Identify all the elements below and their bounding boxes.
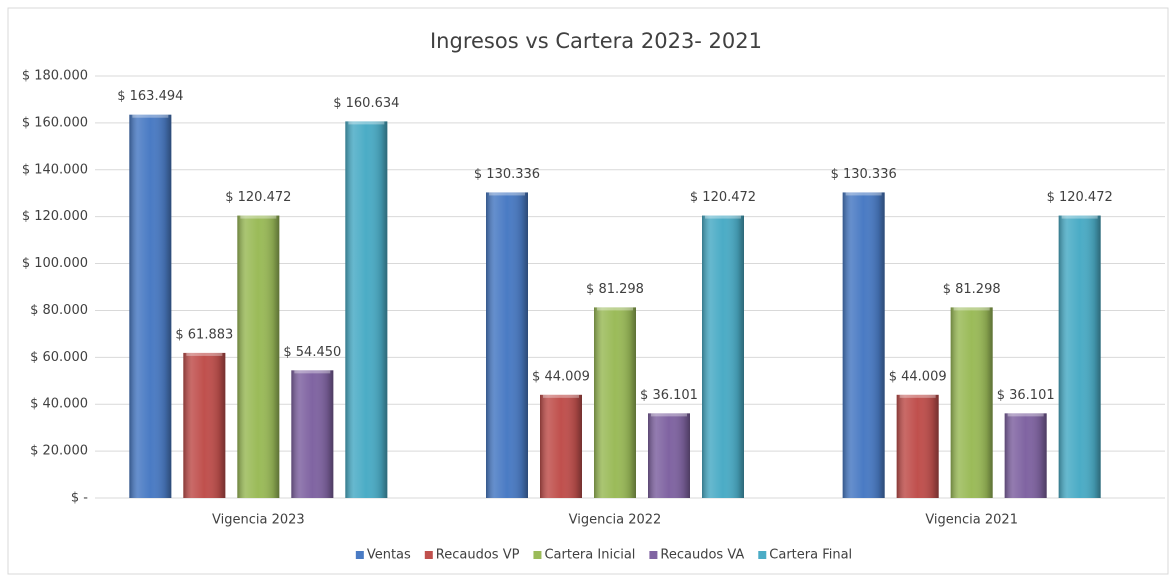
bar — [842, 192, 885, 498]
y-tick-label: $ 180.000 — [22, 69, 88, 84]
bar — [1004, 413, 1047, 498]
bar — [1058, 215, 1101, 498]
bar — [183, 352, 226, 498]
y-tick-label: $ 120.000 — [22, 209, 88, 224]
y-tick-label: $ 160.000 — [22, 115, 88, 130]
data-label: $ 120.472 — [225, 190, 291, 205]
chart-title: Ingresos vs Cartera 2023- 2021 — [430, 29, 762, 53]
data-label: $ 44.009 — [889, 369, 947, 384]
y-tick-label: $ - — [71, 491, 88, 506]
data-label: $ 61.883 — [175, 327, 233, 342]
data-label: $ 130.336 — [474, 167, 540, 182]
data-label: $ 163.494 — [117, 89, 183, 104]
y-tick-label: $ 80.000 — [30, 303, 88, 318]
legend-swatch — [424, 551, 433, 559]
bar — [648, 413, 690, 498]
bar — [896, 394, 939, 498]
legend-swatch — [533, 551, 542, 559]
data-label: $ 54.450 — [283, 345, 341, 360]
bar — [702, 215, 744, 498]
y-tick-label: $ 140.000 — [22, 162, 88, 177]
bar — [345, 121, 388, 498]
data-label: $ 36.101 — [640, 388, 698, 403]
data-label: $ 130.336 — [831, 167, 897, 182]
data-label: $ 81.298 — [943, 282, 1001, 297]
legend-label: Cartera Final — [769, 548, 852, 563]
x-tick-label: Vigencia 2022 — [569, 513, 662, 528]
y-tick-label: $ 20.000 — [30, 444, 88, 459]
data-label: $ 81.298 — [586, 282, 644, 297]
legend-label: Ventas — [367, 548, 411, 563]
data-label: $ 36.101 — [997, 388, 1055, 403]
data-label: $ 120.472 — [1047, 190, 1113, 205]
y-tick-label: $ 100.000 — [22, 256, 88, 271]
legend-swatch — [758, 551, 767, 559]
data-label: $ 44.009 — [532, 369, 590, 384]
legend-swatch — [355, 551, 364, 559]
legend-swatch — [649, 551, 658, 559]
legend-label: Recaudos VA — [660, 548, 744, 563]
x-tick-label: Vigencia 2021 — [925, 513, 1018, 528]
data-label: $ 160.634 — [333, 96, 399, 111]
bar — [950, 307, 993, 498]
legend-label: Recaudos VP — [436, 548, 520, 563]
y-tick-label: $ 60.000 — [30, 350, 88, 365]
bar — [540, 394, 582, 498]
x-tick-label: Vigencia 2023 — [212, 513, 305, 528]
bar — [594, 307, 636, 498]
y-tick-label: $ 40.000 — [30, 397, 88, 412]
bar — [291, 370, 334, 498]
bar — [129, 114, 172, 499]
bar — [237, 215, 280, 498]
data-label: $ 120.472 — [690, 190, 756, 205]
bar — [486, 192, 528, 498]
legend-label: Cartera Inicial — [544, 548, 635, 563]
